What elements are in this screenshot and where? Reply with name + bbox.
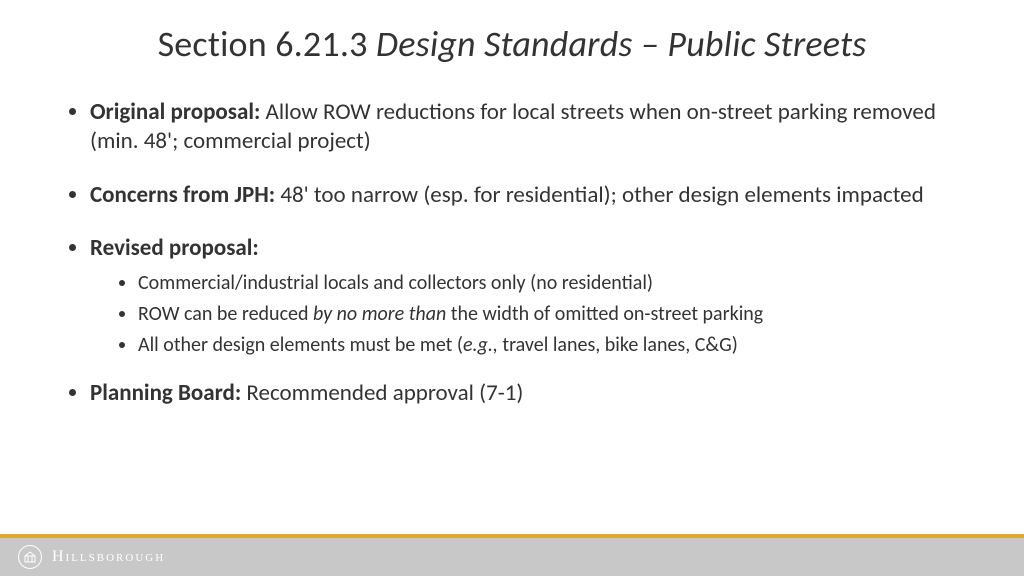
sub-text: Commercial/industrial locals and collect… [138, 271, 653, 295]
slide: Section 6.21.3 Design Standards – Public… [0, 0, 1024, 576]
bullet-list: Original proposal: Allow ROW reductions … [68, 98, 956, 408]
bullet-text: 48' too narrow (esp. for residential); o… [275, 181, 924, 209]
bullet-item: Planning Board: Recommended approval (7-… [90, 379, 956, 408]
footer-inner: Hillsborough [0, 538, 1024, 576]
bullet-label: Original proposal: [90, 98, 260, 126]
title-prefix: Section 6.21.3 [158, 22, 376, 66]
bullet-label: Concerns from JPH: [90, 181, 275, 209]
bullet-item: Revised proposal: Commercial/industrial … [90, 234, 956, 358]
slide-title: Section 6.21.3 Design Standards – Public… [0, 22, 1024, 66]
bullet-label: Planning Board: [90, 379, 241, 407]
title-italic: Design Standards – Public Streets [376, 22, 867, 66]
sub-text-italic: e.g., [463, 333, 498, 357]
sub-text: the width of omitted on-street parking [446, 302, 763, 326]
sub-text: All other design elements must be met ( [138, 333, 463, 357]
bullet-label: Revised proposal: [90, 234, 259, 262]
sub-bullet-item: ROW can be reduced by no more than the w… [138, 301, 956, 328]
sub-bullet-item: Commercial/industrial locals and collect… [138, 270, 956, 297]
town-seal-icon [18, 545, 42, 569]
sub-text-italic: by no more than [313, 302, 446, 326]
sub-text: travel lanes, bike lanes, C&G) [498, 333, 738, 357]
seal-glyph-icon [23, 550, 37, 564]
sub-bullet-list: Commercial/industrial locals and collect… [90, 270, 956, 359]
bullet-text: Recommended approval (7-1) [241, 379, 523, 407]
sub-bullet-item: All other design elements must be met (e… [138, 332, 956, 359]
slide-content: Original proposal: Allow ROW reductions … [68, 98, 956, 432]
footer-org-name: Hillsborough [52, 548, 165, 566]
bullet-item: Concerns from JPH: 48' too narrow (esp. … [90, 181, 956, 210]
bullet-item: Original proposal: Allow ROW reductions … [90, 98, 956, 157]
footer-bar: Hillsborough [0, 538, 1024, 576]
sub-text: ROW can be reduced [138, 302, 313, 326]
